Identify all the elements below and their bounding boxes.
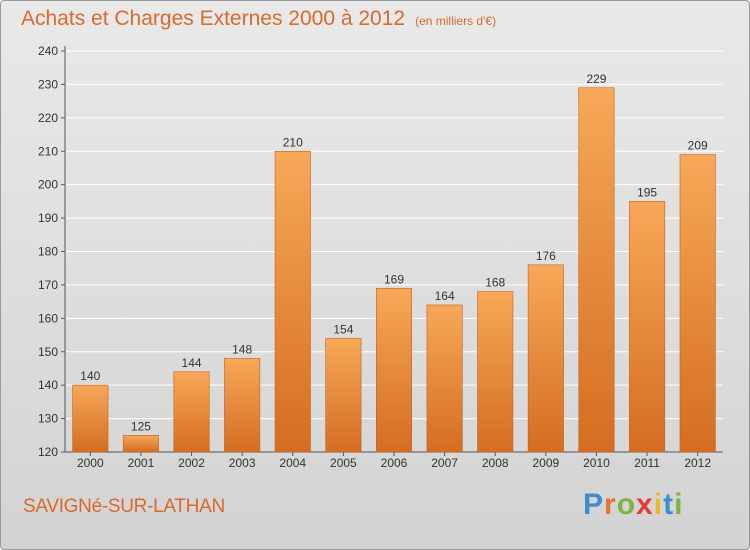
data-labels: 140 125 144 148 210 154 169 164 168 176 229 195 209 bbox=[80, 72, 708, 434]
x-tick-label: 2011 bbox=[634, 456, 660, 470]
x-tick-label: 2012 bbox=[684, 456, 711, 470]
logo-letter: r bbox=[604, 488, 617, 521]
data-label: 168 bbox=[485, 276, 505, 290]
x-tick-label: 2006 bbox=[381, 456, 408, 470]
x-tick-label: 2008 bbox=[482, 456, 509, 470]
data-label: 195 bbox=[637, 185, 657, 199]
y-tick-label: 210 bbox=[38, 144, 58, 158]
logo-letter: x bbox=[636, 488, 654, 521]
bar bbox=[426, 304, 463, 453]
logo-letter: t bbox=[663, 488, 675, 521]
bar bbox=[679, 154, 716, 453]
chart-title-text: Achats et Charges Externes 2000 à 2012 bbox=[21, 7, 406, 30]
data-label: 148 bbox=[232, 342, 252, 356]
x-tick-label: 2000 bbox=[77, 456, 104, 470]
logo-letter: o bbox=[616, 488, 637, 521]
data-label: 140 bbox=[80, 369, 100, 383]
logo-letter: P bbox=[583, 488, 605, 521]
data-label: 209 bbox=[688, 139, 708, 153]
proxiti-logo: Proxiti bbox=[583, 488, 683, 522]
x-tick-label: 2001 bbox=[128, 456, 155, 470]
y-tick-label: 140 bbox=[38, 378, 58, 392]
bar bbox=[173, 371, 210, 453]
bar bbox=[477, 291, 514, 453]
y-tick-label: 130 bbox=[38, 412, 58, 426]
logo-letter: i bbox=[674, 488, 684, 521]
bars bbox=[72, 87, 716, 453]
bar bbox=[224, 358, 261, 453]
x-tick-label: 2004 bbox=[279, 456, 306, 470]
x-tick-label: 2002 bbox=[178, 456, 205, 470]
bar bbox=[629, 201, 666, 453]
y-tick-label: 150 bbox=[38, 345, 58, 359]
bar bbox=[325, 338, 362, 453]
y-tick-label: 120 bbox=[38, 445, 58, 459]
city-name: SAVIGNé-SUR-LATHAN bbox=[23, 496, 225, 517]
data-label: 154 bbox=[333, 322, 353, 336]
y-tick-label: 190 bbox=[38, 211, 58, 225]
bar bbox=[578, 87, 615, 453]
y-tick-label: 200 bbox=[38, 178, 58, 192]
data-label: 164 bbox=[435, 289, 455, 303]
x-tick-label: 2010 bbox=[583, 456, 610, 470]
x-tick-label: 2005 bbox=[330, 456, 357, 470]
y-tick-label: 240 bbox=[38, 44, 58, 58]
bar bbox=[274, 150, 311, 453]
bar bbox=[72, 384, 109, 453]
y-tick-label: 170 bbox=[38, 278, 58, 292]
data-label: 176 bbox=[536, 249, 556, 263]
x-tick-label: 2009 bbox=[532, 456, 559, 470]
y-tick-label: 230 bbox=[38, 77, 58, 91]
y-tick-label: 220 bbox=[38, 111, 58, 125]
data-label: 125 bbox=[131, 419, 151, 433]
bar bbox=[375, 287, 413, 453]
chart-subtitle: (en milliers d'€) bbox=[415, 14, 497, 28]
y-tick-label: 160 bbox=[38, 311, 58, 325]
data-label: 229 bbox=[586, 72, 606, 86]
bar bbox=[122, 434, 159, 453]
y-tick-label: 180 bbox=[38, 245, 58, 259]
logo-letter: i bbox=[653, 488, 664, 521]
data-label: 210 bbox=[283, 135, 303, 149]
chart-title: Achats et Charges Externes 2000 à 2012 (e… bbox=[21, 7, 496, 31]
x-tick-label: 2007 bbox=[431, 456, 458, 470]
data-label: 169 bbox=[384, 272, 404, 286]
x-tick-label: 2003 bbox=[229, 456, 256, 470]
axes: 120 130 140 150 160 170 180 190 200 210 220 230 240 2… bbox=[38, 44, 723, 470]
bar bbox=[527, 264, 564, 453]
data-label: 144 bbox=[182, 356, 202, 370]
